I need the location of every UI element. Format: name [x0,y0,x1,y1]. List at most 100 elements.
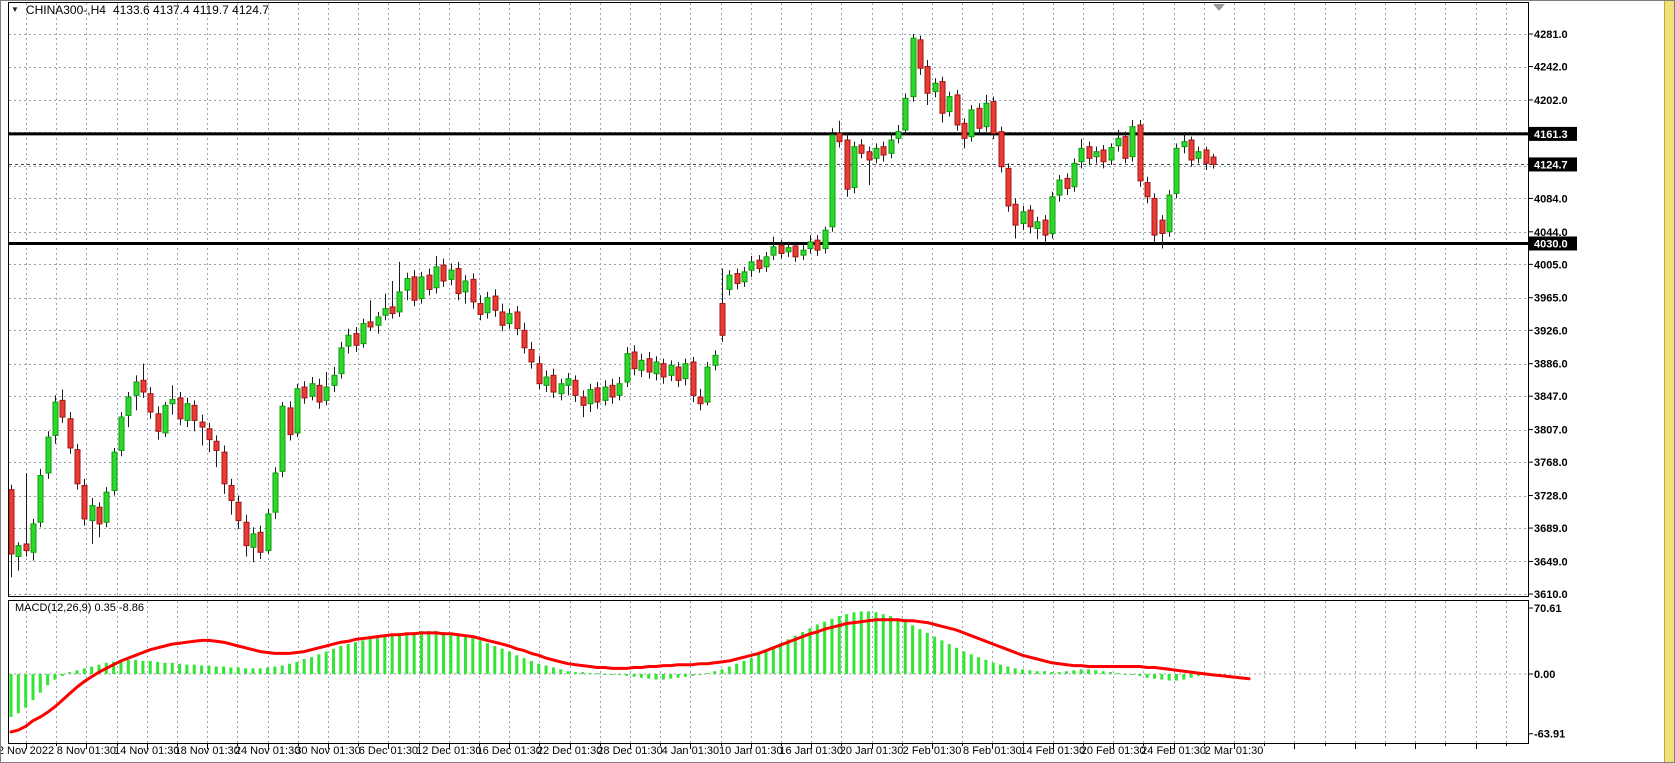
price-axis-label[interactable]: 3847.0 [1534,391,1568,403]
macd-histogram-bar [419,631,423,674]
macd-histogram-bar [200,665,204,674]
candle-up [45,436,52,474]
macd-histogram-bar [236,667,240,674]
price-axis-label[interactable]: 3728.0 [1534,491,1568,503]
price-axis-label[interactable]: 3926.0 [1534,325,1568,337]
candle-up [565,378,572,386]
price-axis-label[interactable]: 4005.0 [1534,259,1568,271]
macd-histogram-bar [1050,672,1054,674]
time-axis-label[interactable]: 2 Nov 2022 [1,745,54,757]
candle-up [558,383,565,395]
macd-histogram-bar [1138,674,1142,676]
time-axis-label[interactable]: 22 Dec 01:30 [537,745,602,757]
candle-down [572,379,579,396]
candle-down [213,440,220,451]
time-axis-label[interactable]: 10 Jan 01:30 [719,745,783,757]
price-axis-label[interactable]: 4202.0 [1534,95,1568,107]
price-axis-label[interactable]: 3807.0 [1534,425,1568,437]
macd-histogram-bar [24,674,28,708]
macd-histogram-bar [771,646,775,674]
candle-down [536,363,543,385]
macd-histogram-bar [1167,674,1171,681]
macd-histogram-bar [955,647,959,674]
price-axis-label[interactable]: 4044.0 [1534,227,1568,239]
macd-histogram-bar [984,659,988,674]
macd-histogram-bar [1152,674,1156,679]
macd-histogram-bar [441,631,445,674]
time-axis-label[interactable]: 14 Nov 01:30 [114,745,179,757]
candle-up [323,386,330,401]
candle-up [162,404,169,434]
candle-up [726,274,733,290]
time-axis-label[interactable]: 24 Nov 01:30 [235,745,300,757]
price-axis-label[interactable]: 4242.0 [1534,62,1568,74]
price-axis-label[interactable]: 3689.0 [1534,523,1568,535]
time-axis-label[interactable]: 6 Dec 01:30 [359,745,418,757]
macd-histogram-bar [705,673,709,675]
macd-histogram-bar [310,657,314,674]
candle-down [243,521,250,547]
macd-histogram-bar [573,672,577,674]
macd-histogram-bar [214,666,218,674]
time-axis-label[interactable]: 20 Feb 01:30 [1081,745,1146,757]
candle-down [23,543,30,552]
candle-up [807,241,814,249]
time-axis-label[interactable]: 2 Feb 01:30 [903,745,962,757]
macd-histogram-bar [339,645,343,674]
candle-down [367,321,374,328]
time-axis-label[interactable]: 20 Jan 01:30 [840,745,904,757]
macd-axis-label[interactable]: 70.61 [1534,603,1562,615]
price-axis-label[interactable]: 4084.0 [1534,193,1568,205]
macd-histogram-bar [529,660,533,674]
macd-histogram-bar [537,663,541,674]
macd-histogram-bar [229,667,233,674]
price-axis-label[interactable]: 4281.0 [1534,29,1568,41]
price-axis-label[interactable]: 3610.0 [1534,589,1568,601]
candle-down [792,245,799,258]
macd-histogram-bar [38,674,42,693]
time-axis-label[interactable]: 4 Jan 01:30 [662,745,720,757]
window-edge-accent [1664,1,1674,762]
time-axis-label[interactable]: 8 Nov 01:30 [57,745,116,757]
time-axis-label[interactable]: 18 Nov 01:30 [174,745,239,757]
candle-down [8,489,15,555]
price-axis-label[interactable]: 3886.0 [1534,359,1568,371]
candle-down [858,144,865,154]
main-panel-frame [8,2,1529,597]
macd-histogram-bar [1065,671,1069,674]
macd-axis-label[interactable]: 0.00 [1534,669,1555,681]
time-axis-label[interactable]: 12 Dec 01:30 [416,745,481,757]
time-axis-label[interactable]: 14 Feb 01:30 [1020,745,1085,757]
time-axis-label[interactable]: 16 Dec 01:30 [476,745,541,757]
macd-histogram-bar [324,651,328,674]
macd-histogram-bar [97,664,101,674]
macd-histogram-bar [867,611,871,674]
candle-up [1166,194,1173,233]
symbol-dropdown-icon[interactable]: ▼ [11,4,19,14]
candle-up [279,405,286,472]
macd-indicator-label: MACD(12,26,9) 0.35 -8.86 [15,602,145,614]
macd-signal-line [9,618,1251,734]
price-axis-label[interactable]: 3649.0 [1534,556,1568,568]
price-axis-label[interactable]: 3768.0 [1534,457,1568,469]
candle-up [587,389,594,405]
chart-shift-marker[interactable] [1213,4,1225,11]
time-axis-label[interactable]: 28 Dec 01:30 [597,745,662,757]
time-axis-label[interactable]: 16 Jan 01:30 [779,745,843,757]
macd-histogram-bar [544,665,548,674]
time-axis-label[interactable]: 30 Nov 01:30 [295,745,360,757]
time-axis-label[interactable]: 8 Feb 01:30 [963,745,1022,757]
macd-histogram-bar [251,668,255,674]
macd-histogram-bar [676,674,680,678]
candle-down [690,361,697,396]
candle-down [191,404,198,421]
candle-up [1093,151,1100,158]
time-axis-label[interactable]: 2 Mar 01:30 [1205,745,1264,757]
macd-histogram-bar [295,661,299,674]
macd-histogram-bar [581,672,585,674]
price-axis-label[interactable]: 3965.0 [1534,293,1568,305]
candle-up [1078,147,1085,163]
time-axis-label[interactable]: 24 Feb 01:30 [1141,745,1206,757]
macd-axis-label[interactable]: -63.91 [1534,729,1565,741]
